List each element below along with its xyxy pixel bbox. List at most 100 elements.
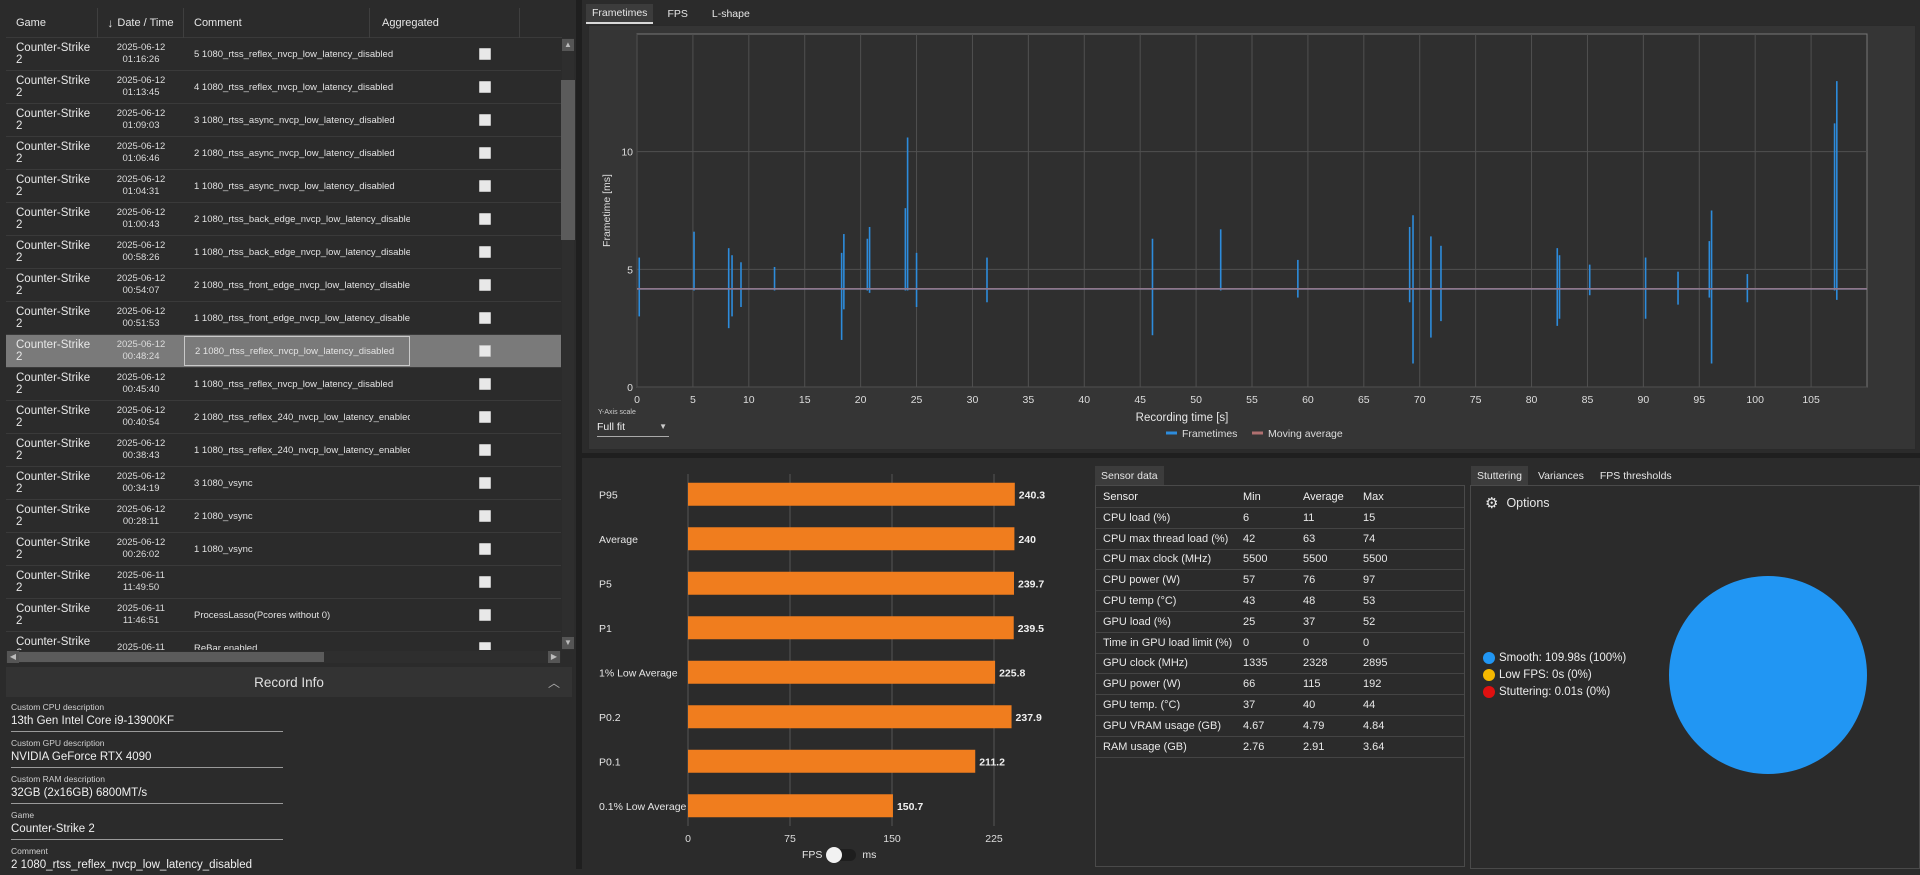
table-row[interactable]: Counter-Strike 2 2025-06-12 01:09:03 3 1080… — [6, 104, 561, 137]
aggregated-checkbox[interactable] — [479, 279, 491, 291]
aggregated-checkbox[interactable] — [479, 246, 491, 258]
cpu-description-field[interactable]: Custom CPU description 13th Gen Intel Co… — [11, 702, 283, 732]
aggregated-checkbox[interactable] — [479, 213, 491, 225]
table-row[interactable]: Counter-Strike 2 2025-06-12 00:38:43 1 1080… — [6, 434, 561, 467]
tab-fps-thresholds[interactable]: FPS thresholds — [1599, 470, 1672, 482]
toggle-switch[interactable] — [826, 847, 857, 863]
aggregated-checkbox[interactable] — [479, 378, 491, 390]
fps-ms-toggle[interactable]: FPS ms — [802, 847, 876, 863]
game-field[interactable]: Game Counter-Strike 2 — [11, 810, 283, 840]
tab-sensor-data[interactable]: Sensor data — [1095, 466, 1164, 486]
aggregated-checkbox[interactable] — [479, 444, 491, 456]
table-row[interactable]: Counter-Strike 2 2025-06-12 00:54:07 2 1080… — [6, 269, 561, 302]
row-comment[interactable]: 2 1080_vsync — [194, 510, 253, 522]
aggregated-checkbox[interactable] — [479, 510, 491, 522]
row-comment[interactable]: 4 1080_rtss_reflex_nvcp_low_latency_disa… — [194, 81, 394, 93]
gpu-description-field[interactable]: Custom GPU description NVIDIA GeForce RT… — [11, 738, 283, 768]
table-row[interactable]: Counter-Strike 2 2025-06-12 00:34:19 3 1080… — [6, 467, 561, 500]
aggregated-checkbox[interactable] — [479, 48, 491, 60]
scroll-left-icon[interactable]: ◀ — [7, 651, 19, 663]
comment-field[interactable]: Comment 2 1080_rtss_reflex_nvcp_low_late… — [11, 846, 283, 875]
row-comment[interactable]: 2 1080_rtss_reflex_240_nvcp_low_latency_… — [194, 411, 410, 423]
aggregated-checkbox[interactable] — [479, 609, 491, 621]
row-comment[interactable]: 3 1080_vsync — [194, 477, 253, 489]
table-row[interactable]: Counter-Strike 2 2025-06-12 00:48:24 2 1080… — [6, 335, 561, 368]
tab-fps[interactable]: FPS — [667, 8, 688, 20]
x-tick-label: 65 — [1358, 394, 1370, 406]
table-row[interactable]: Counter-Strike 2 2025-06-11 11:46:51 Proces… — [6, 599, 561, 632]
toggle-left-label: FPS — [802, 849, 823, 861]
header-game[interactable]: Game — [6, 7, 98, 38]
row-comment[interactable]: ReBar enabled — [194, 642, 258, 651]
row-comment[interactable]: 2 1080_rtss_async_nvcp_low_latency_disab… — [194, 147, 395, 159]
aggregated-checkbox[interactable] — [479, 345, 491, 357]
row-comment[interactable]: 1 1080_rtss_reflex_240_nvcp_low_latency_… — [194, 444, 410, 456]
row-comment[interactable]: 2 1080_rtss_back_edge_nvcp_low_latency_d… — [194, 213, 410, 225]
aggregated-checkbox[interactable] — [479, 81, 491, 93]
row-date-day: 2025-06-12 — [116, 372, 166, 383]
row-date-day: 2025-06-12 — [116, 207, 166, 218]
row-comment[interactable]: 1 1080_rtss_reflex_nvcp_low_latency_disa… — [194, 378, 394, 390]
table-row[interactable]: Counter-Strike 2 2025-06-12 00:45:40 1 1080… — [6, 368, 561, 401]
aggregated-checkbox[interactable] — [479, 180, 491, 192]
aggregated-checkbox[interactable] — [479, 147, 491, 159]
tab-frametimes[interactable]: Frametimes — [586, 4, 654, 24]
header-aggregated[interactable]: Aggregated — [370, 7, 520, 38]
tab-stuttering[interactable]: Stuttering — [1471, 466, 1528, 486]
row-date-time: 11:49:50 — [122, 582, 160, 593]
row-comment[interactable]: 1 1080_rtss_async_nvcp_low_latency_disab… — [194, 180, 395, 192]
aggregated-checkbox[interactable] — [479, 642, 491, 650]
table-row[interactable]: Counter-Strike 2 2025-06-12 00:40:54 2 1080… — [6, 401, 561, 434]
vertical-scrollbar-thumb[interactable] — [561, 80, 575, 240]
table-row[interactable]: Counter-Strike 2 2025-06-12 00:51:53 1 1080… — [6, 302, 561, 335]
row-comment[interactable]: ProcessLasso(Pcores without 0) — [194, 609, 331, 621]
chevron-up-icon[interactable]: ︿ — [547, 676, 560, 690]
bar-value-label: 240 — [1018, 534, 1036, 546]
table-row[interactable]: Counter-Strike 2 2025-06-12 01:06:46 2 1080… — [6, 137, 561, 170]
scroll-up-icon[interactable]: ▲ — [562, 39, 574, 51]
table-row[interactable]: Counter-Strike 2 2025-06-12 00:58:26 1 1080… — [6, 236, 561, 269]
tab-l-shape[interactable]: L-shape — [711, 8, 750, 20]
legend-smooth-label: Smooth: 109.98s (100%) — [1499, 652, 1627, 664]
sensor-header-min[interactable]: Min — [1243, 490, 1261, 503]
sensor-max: 4.84 — [1363, 719, 1385, 732]
record-info-header[interactable]: Record Info ︿ — [6, 667, 572, 697]
options-button[interactable]: ⚙ Options — [1485, 494, 1550, 512]
horizontal-scrollbar-thumb[interactable] — [18, 652, 324, 662]
table-row[interactable]: Counter-Strike 2 2025-06-12 01:16:26 5 1080… — [6, 38, 561, 71]
row-comment[interactable]: 5 1080_rtss_reflex_nvcp_low_latency_disa… — [194, 48, 394, 60]
sensor-header-max[interactable]: Max — [1363, 490, 1384, 503]
table-row[interactable]: Counter-Strike 2 2025-06-12 01:13:45 4 1080… — [6, 71, 561, 104]
row-comment[interactable]: 1 1080_rtss_back_edge_nvcp_low_latency_d… — [194, 246, 410, 258]
table-row[interactable]: Counter-Strike 2 2025-06-11 ReBar enabled — [6, 632, 561, 650]
sensor-max: 2895 — [1363, 657, 1388, 670]
table-row[interactable]: Counter-Strike 2 2025-06-12 00:28:11 2 1080… — [6, 500, 561, 533]
aggregated-checkbox[interactable] — [479, 477, 491, 489]
table-row[interactable]: Counter-Strike 2 2025-06-12 01:04:31 1 1080… — [6, 170, 561, 203]
scroll-down-icon[interactable]: ▼ — [562, 637, 574, 649]
aggregated-checkbox[interactable] — [479, 312, 491, 324]
ram-description-field[interactable]: Custom RAM description 32GB (2x16GB) 680… — [11, 774, 283, 804]
row-comment[interactable]: 1 1080_rtss_front_edge_nvcp_low_latency_… — [194, 312, 410, 324]
scroll-right-icon[interactable]: ▶ — [548, 651, 560, 663]
aggregated-checkbox[interactable] — [479, 114, 491, 126]
table-row[interactable]: Counter-Strike 2 2025-06-12 01:00:43 2 1080… — [6, 203, 561, 236]
sensor-header-average[interactable]: Average — [1303, 490, 1344, 503]
row-comment[interactable]: 2 1080_rtss_reflex_nvcp_low_latency_disa… — [184, 336, 410, 366]
header-comment[interactable]: Comment — [184, 7, 370, 38]
row-comment[interactable]: 2 1080_rtss_front_edge_nvcp_low_latency_… — [194, 279, 410, 291]
panel-splitter[interactable] — [576, 0, 582, 869]
table-row[interactable]: Counter-Strike 2 2025-06-11 11:49:50 — [6, 566, 561, 599]
aggregated-checkbox[interactable] — [479, 411, 491, 423]
sensor-header-name[interactable]: Sensor — [1103, 490, 1138, 503]
aggregated-checkbox[interactable] — [479, 576, 491, 588]
tab-variances[interactable]: Variances — [1537, 470, 1584, 482]
row-comment[interactable]: 1 1080_vsync — [194, 543, 253, 555]
x-tick-label: 150 — [883, 833, 901, 845]
table-row[interactable]: Counter-Strike 2 2025-06-12 00:26:02 1 1080… — [6, 533, 561, 566]
header-date[interactable]: ↓ Date / Time — [98, 7, 184, 38]
aggregated-checkbox[interactable] — [479, 543, 491, 555]
y-axis-scale-select[interactable]: Full fit ▼ — [597, 421, 669, 437]
row-comment[interactable]: 3 1080_rtss_async_nvcp_low_latency_disab… — [194, 114, 395, 126]
horizontal-splitter[interactable] — [582, 453, 1920, 458]
